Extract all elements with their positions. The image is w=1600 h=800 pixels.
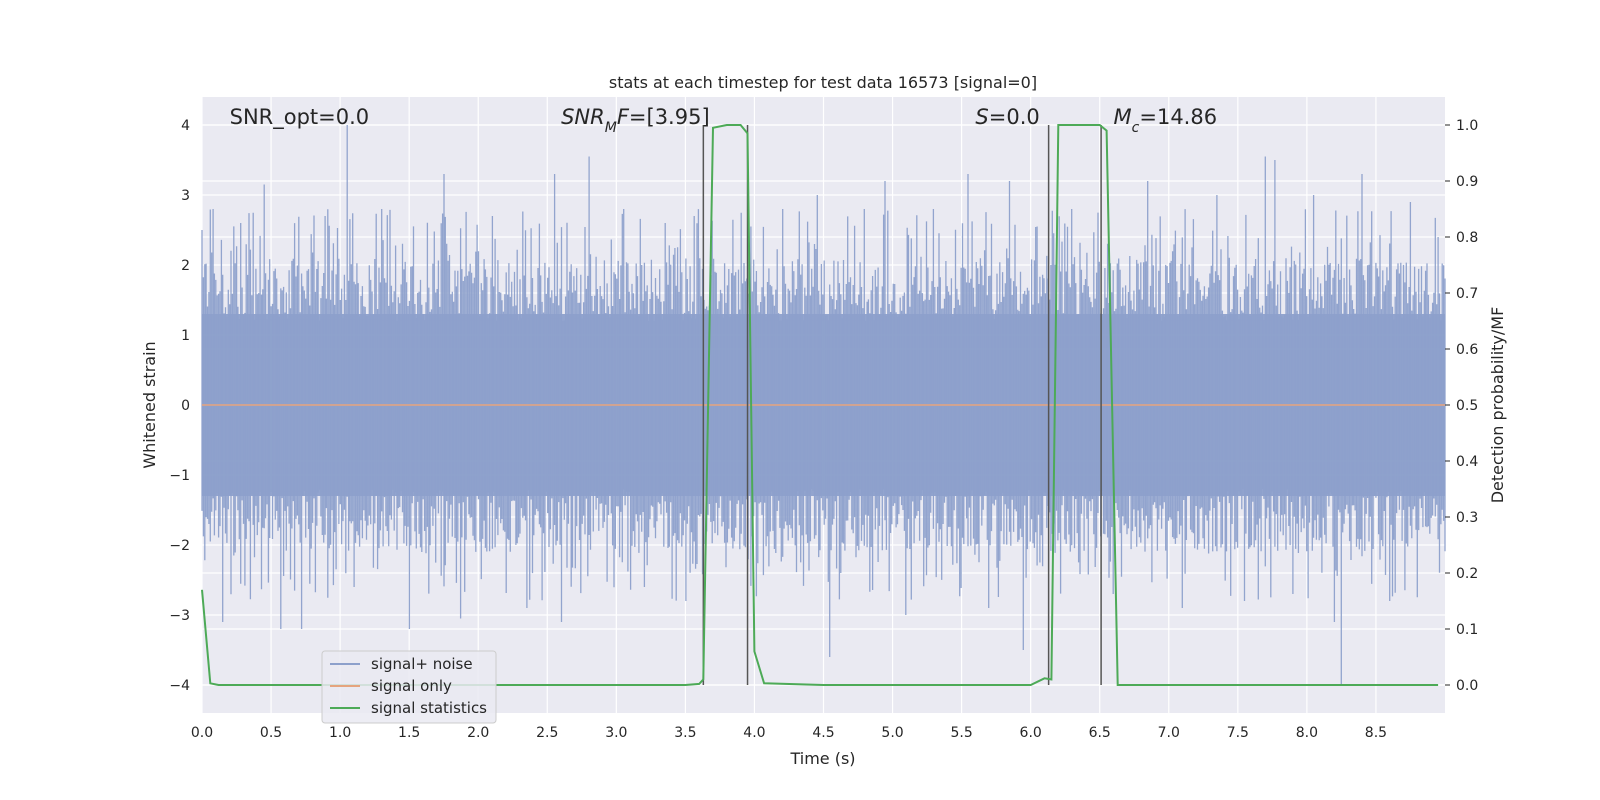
y-tick-label-right: 0.0 <box>1456 678 1478 694</box>
y-tick-label-left: 3 <box>181 188 190 204</box>
y-axis-label-right: Detection probability/MF <box>1488 307 1507 504</box>
x-tick-label: 8.5 <box>1365 725 1387 741</box>
x-tick-label: 6.5 <box>1089 725 1111 741</box>
x-tick-label: 3.5 <box>674 725 696 741</box>
legend-label-signal-noise: signal+ noise <box>371 655 473 673</box>
y-tick-label-right: 0.7 <box>1456 286 1478 302</box>
chart-title: stats at each timestep for test data 165… <box>609 73 1037 92</box>
x-tick-label: 3.0 <box>605 725 627 741</box>
x-tick-label: 0.0 <box>191 725 213 741</box>
annotations: SNR_opt=0.0 SNRMF=[3.95] S=0.0 Mc=14.86 <box>230 105 1217 136</box>
x-tick-label: 1.5 <box>398 725 420 741</box>
y-tick-label-right: 0.5 <box>1456 398 1478 414</box>
y-tick-label-left: −1 <box>169 468 190 484</box>
legend-label-signal-statistics: signal statistics <box>371 699 487 717</box>
x-tick-label: 7.5 <box>1227 725 1249 741</box>
x-tick-label: 8.0 <box>1296 725 1318 741</box>
x-axis-label: Time (s) <box>789 749 855 768</box>
y-tick-label-right: 1.0 <box>1456 118 1478 134</box>
x-tick-label: 2.0 <box>467 725 489 741</box>
x-tick-label: 4.0 <box>743 725 765 741</box>
y-tick-label-left: 2 <box>181 258 190 274</box>
annotation-text: Mc=14.86 <box>1114 105 1218 136</box>
legend-box <box>321 650 497 724</box>
tick-labels: 0.0 0.5 1.0 1.5 2.0 2.5 3.0 3.5 4.0 4.5 5.0 5.5 6.0 6… <box>169 118 1478 741</box>
y-tick-label-left: 4 <box>181 118 190 134</box>
y-tick-label-left: 0 <box>181 398 190 414</box>
y-tick-label-right: 0.2 <box>1456 566 1478 582</box>
y-axis-label-left: Whitened strain <box>140 341 159 468</box>
y-tick-label-left: −4 <box>169 678 190 694</box>
y-tick-label-left: 1 <box>181 328 190 344</box>
annotation-text: SNR_opt=0.0 <box>230 105 370 130</box>
y-tick-label-right: 0.1 <box>1456 622 1478 638</box>
y-tick-label-right: 0.9 <box>1456 174 1478 190</box>
vertical-markers <box>702 125 1102 685</box>
x-tick-label: 5.0 <box>881 725 903 741</box>
x-tick-label: 7.0 <box>1158 725 1180 741</box>
noise-trace <box>201 125 1446 685</box>
x-tick-label: 6.0 <box>1020 725 1042 741</box>
annotation-text: S=0.0 <box>975 105 1039 129</box>
annotation-text: SNRMF=[3.95] <box>561 105 710 136</box>
x-tick-label: 0.5 <box>260 725 282 741</box>
y-tick-label-right: 0.3 <box>1456 510 1478 526</box>
y-tick-label-right: 0.6 <box>1456 342 1478 358</box>
y-tick-label-left: −3 <box>169 608 190 624</box>
legend: signal+ noise signal only signal statist… <box>321 650 497 724</box>
legend-label-signal-only: signal only <box>371 677 452 695</box>
x-tick-label: 2.5 <box>536 725 558 741</box>
y-tick-label-right: 0.4 <box>1456 454 1478 470</box>
x-tick-label: 5.5 <box>950 725 972 741</box>
x-tick-label: 1.0 <box>329 725 351 741</box>
x-tick-label: 4.5 <box>812 725 834 741</box>
y-tick-label-right: 0.8 <box>1456 230 1478 246</box>
y-tick-label-left: −2 <box>169 538 190 554</box>
